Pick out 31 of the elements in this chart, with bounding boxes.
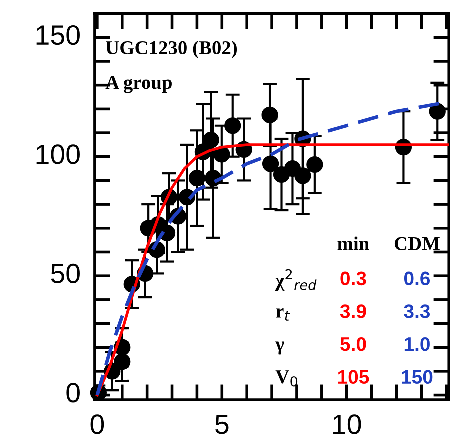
annotation: min [338,236,370,250]
annotation: V$_{0}$ [276,370,298,387]
annotation: 150 [402,370,433,384]
point [202,132,220,148]
point [114,354,131,370]
text: UGC1230 (B02) [106,40,238,58]
annotation: r$_{t}$ [276,308,290,321]
point [224,118,242,134]
annotation: 0.3 [340,272,366,286]
x-tick-label: 0 [90,414,104,434]
annotation: 5.0 [340,337,366,352]
point [294,168,312,184]
point [306,156,324,174]
point [262,156,280,172]
point [429,103,446,120]
x-tick-label: 10 [334,414,362,434]
annotation: 1.0 [404,337,430,352]
point [262,106,278,124]
annotation: 105 [338,370,370,384]
annotation: CDM [394,237,440,250]
annotation: γ [275,342,284,355]
y-tick-label: 50 [51,264,80,284]
y-tick-label: 150 [36,25,80,46]
annotation: 0.6 [404,272,430,286]
y-tick-label: 100 [36,144,80,164]
point [188,170,206,187]
x-tick-label: 5 [216,414,229,434]
annotation: 3.3 [404,304,430,318]
annotation: 3.9 [340,304,366,318]
annotation: χ$^{2}$$_{red}$ [276,269,317,292]
y-tick-label: 0 [66,383,80,403]
